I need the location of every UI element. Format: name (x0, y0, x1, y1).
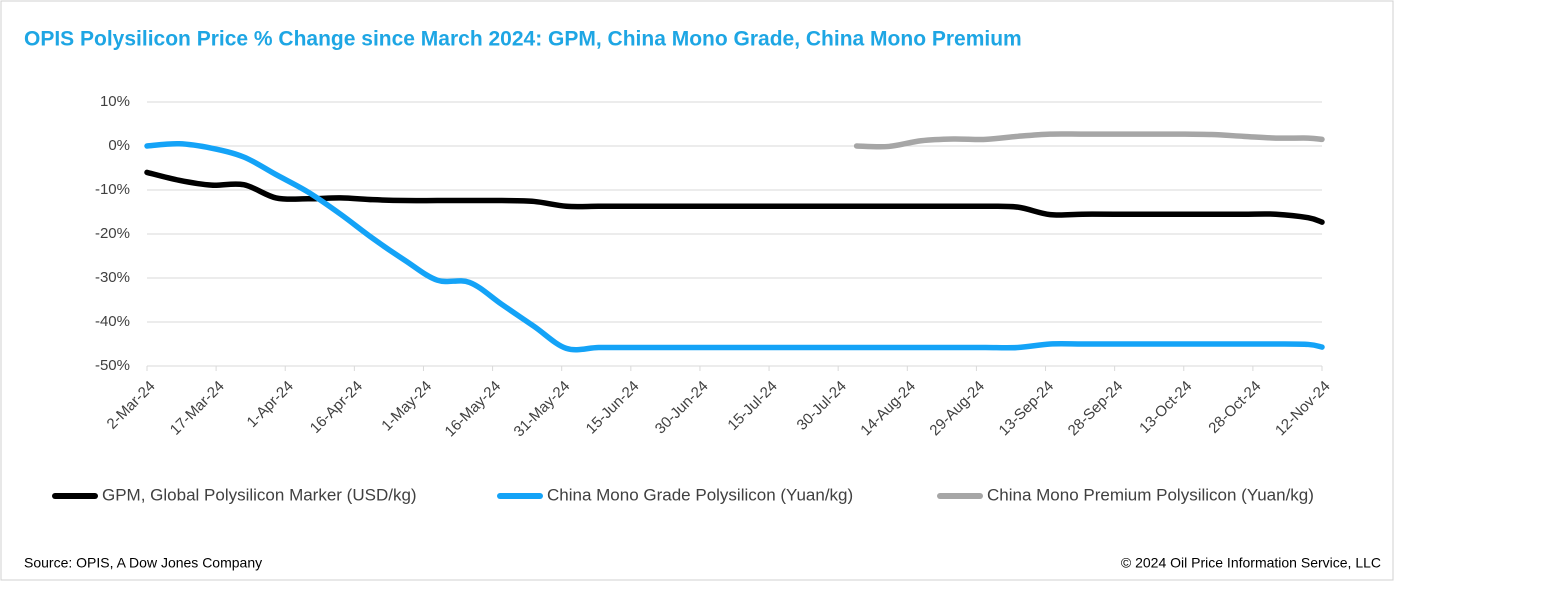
data-line (144, 141, 1325, 353)
legend-label: China Mono Grade Polysilicon (Yuan/kg) (547, 485, 853, 504)
data-line (144, 169, 1325, 225)
legend-label: GPM, Global Polysilicon Marker (USD/kg) (102, 485, 417, 504)
chart-title: OPIS Polysilicon Price % Change since Ma… (24, 28, 1022, 51)
y-tick-label: -10% (95, 181, 130, 198)
copyright-note: © 2024 Oil Price Information Service, LL… (1121, 555, 1381, 571)
y-tick-label: -20% (95, 225, 130, 242)
data-line (853, 131, 1325, 150)
y-tick-label: -30% (95, 269, 130, 286)
y-tick-label: -50% (95, 357, 130, 374)
source-note: Source: OPIS, A Dow Jones Company (24, 555, 262, 571)
y-tick-label: 0% (108, 137, 130, 154)
y-tick-label: 10% (100, 93, 130, 110)
y-tick-label: -40% (95, 313, 130, 330)
legend-label: China Mono Premium Polysilicon (Yuan/kg) (987, 485, 1314, 504)
chart-border (0, 0, 1394, 581)
